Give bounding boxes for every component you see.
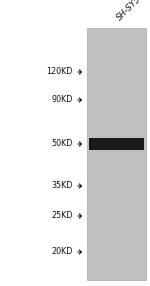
- Bar: [87, 28, 146, 280]
- Text: 90KD: 90KD: [52, 96, 73, 104]
- Text: 25KD: 25KD: [51, 212, 73, 221]
- Text: 120KD: 120KD: [47, 67, 73, 76]
- Text: SH-SY5Y: SH-SY5Y: [115, 0, 146, 22]
- Text: 35KD: 35KD: [52, 182, 73, 190]
- Bar: [89, 138, 144, 150]
- Text: 20KD: 20KD: [52, 247, 73, 257]
- Text: 50KD: 50KD: [52, 140, 73, 148]
